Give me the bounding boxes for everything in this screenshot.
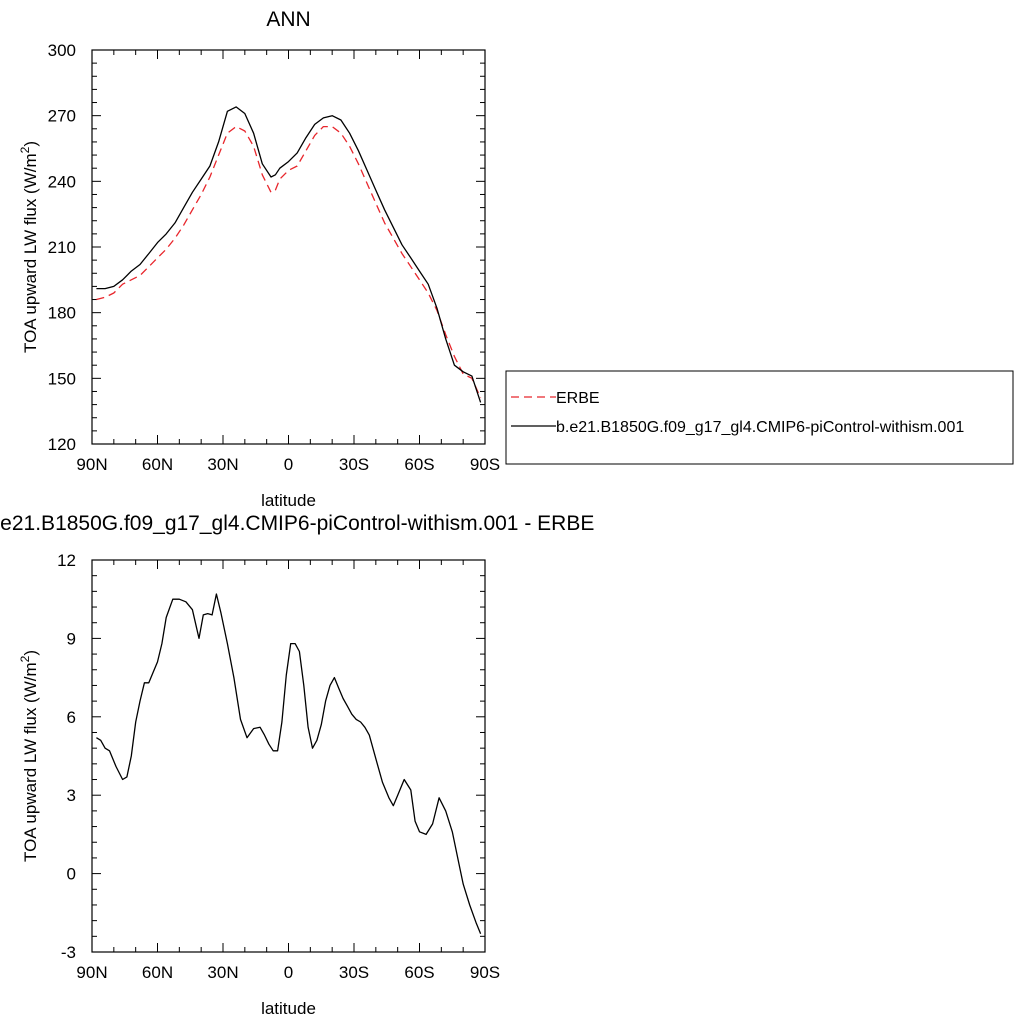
y-tick-label: 270 bbox=[48, 107, 76, 126]
x-tick-label: 90S bbox=[470, 963, 500, 982]
x-tick-label: 90N bbox=[76, 963, 107, 982]
y-tick-label: 210 bbox=[48, 238, 76, 257]
x-tick-label: 30S bbox=[339, 963, 369, 982]
y-tick-label: 6 bbox=[67, 708, 76, 727]
x-tick-label: 60S bbox=[404, 455, 434, 474]
x-tick-label: 30N bbox=[207, 455, 238, 474]
x-axis-title: latitude bbox=[261, 491, 316, 510]
y-tick-label: 0 bbox=[67, 865, 76, 884]
x-tick-label: 0 bbox=[284, 455, 293, 474]
series-line-1 bbox=[96, 106, 482, 403]
legend-label: b.e21.B1850G.f09_g17_gl4.CMIP6-piControl… bbox=[556, 419, 964, 436]
chart-title: b.e21.B1850G.f09_g17_gl4.CMIP6-piControl… bbox=[0, 512, 594, 535]
x-tick-label: 0 bbox=[284, 963, 293, 982]
upper-panel: ANN 90N 60N 30N 0 30S 60S 90S 120 150 180 210 240 270… bbox=[18, 8, 500, 510]
x-tick-label: 30S bbox=[339, 455, 369, 474]
y-tick-label: 240 bbox=[48, 172, 76, 191]
x-tick-label: 60S bbox=[404, 963, 434, 982]
y-tick-label: 9 bbox=[67, 629, 76, 648]
y-axis-title: TOA upward LW flux (W/m2) bbox=[18, 650, 40, 862]
plot-frame bbox=[91, 559, 486, 953]
chart-title: ANN bbox=[266, 8, 310, 31]
y-tick-label: 180 bbox=[48, 304, 76, 323]
x-axis-title: latitude bbox=[261, 999, 316, 1018]
series-line-0 bbox=[96, 593, 482, 934]
y-axis-title: TOA upward LW flux (W/m2) bbox=[18, 141, 40, 353]
y-tick-label: 300 bbox=[48, 41, 76, 60]
y-tick-label: -3 bbox=[61, 943, 76, 962]
x-tick-label: 90N bbox=[76, 455, 107, 474]
y-tick-label: 150 bbox=[48, 369, 76, 388]
x-tick-label: 60N bbox=[142, 963, 173, 982]
lower-panel: b.e21.B1850G.f09_g17_gl4.CMIP6-piControl… bbox=[0, 512, 594, 1018]
y-tick-label: 120 bbox=[48, 435, 76, 454]
x-tick-label: 60N bbox=[142, 455, 173, 474]
legend-box bbox=[505, 370, 1014, 465]
legend-label: ERBE bbox=[556, 390, 600, 407]
x-tick-label: 30N bbox=[207, 963, 238, 982]
y-tick-label: 3 bbox=[67, 786, 76, 805]
series-line-0 bbox=[96, 125, 482, 399]
plot-frame bbox=[91, 49, 486, 445]
x-tick-label: 90S bbox=[470, 455, 500, 474]
y-tick-label: 12 bbox=[57, 551, 76, 570]
legend: ERBE b.e21.B1850G.f09_g17_gl4.CMIP6-piCon… bbox=[505, 370, 1014, 465]
